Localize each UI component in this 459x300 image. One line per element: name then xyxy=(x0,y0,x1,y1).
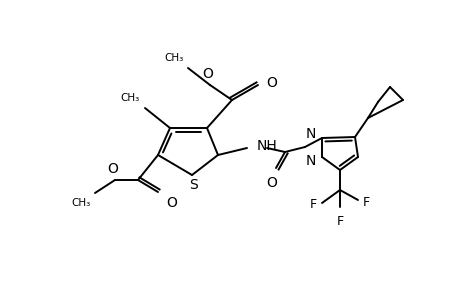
Text: CH₃: CH₃ xyxy=(120,93,140,103)
Text: N: N xyxy=(305,127,315,141)
Text: O: O xyxy=(166,196,177,210)
Text: O: O xyxy=(266,176,277,190)
Text: CH₃: CH₃ xyxy=(72,198,91,208)
Text: S: S xyxy=(189,178,198,192)
Text: O: O xyxy=(202,67,213,81)
Text: F: F xyxy=(362,196,369,208)
Text: O: O xyxy=(265,76,276,90)
Text: CH₃: CH₃ xyxy=(164,53,184,63)
Text: NH: NH xyxy=(257,139,277,153)
Text: F: F xyxy=(309,199,316,212)
Text: F: F xyxy=(336,215,343,228)
Text: O: O xyxy=(107,162,118,176)
Text: N: N xyxy=(305,154,315,168)
